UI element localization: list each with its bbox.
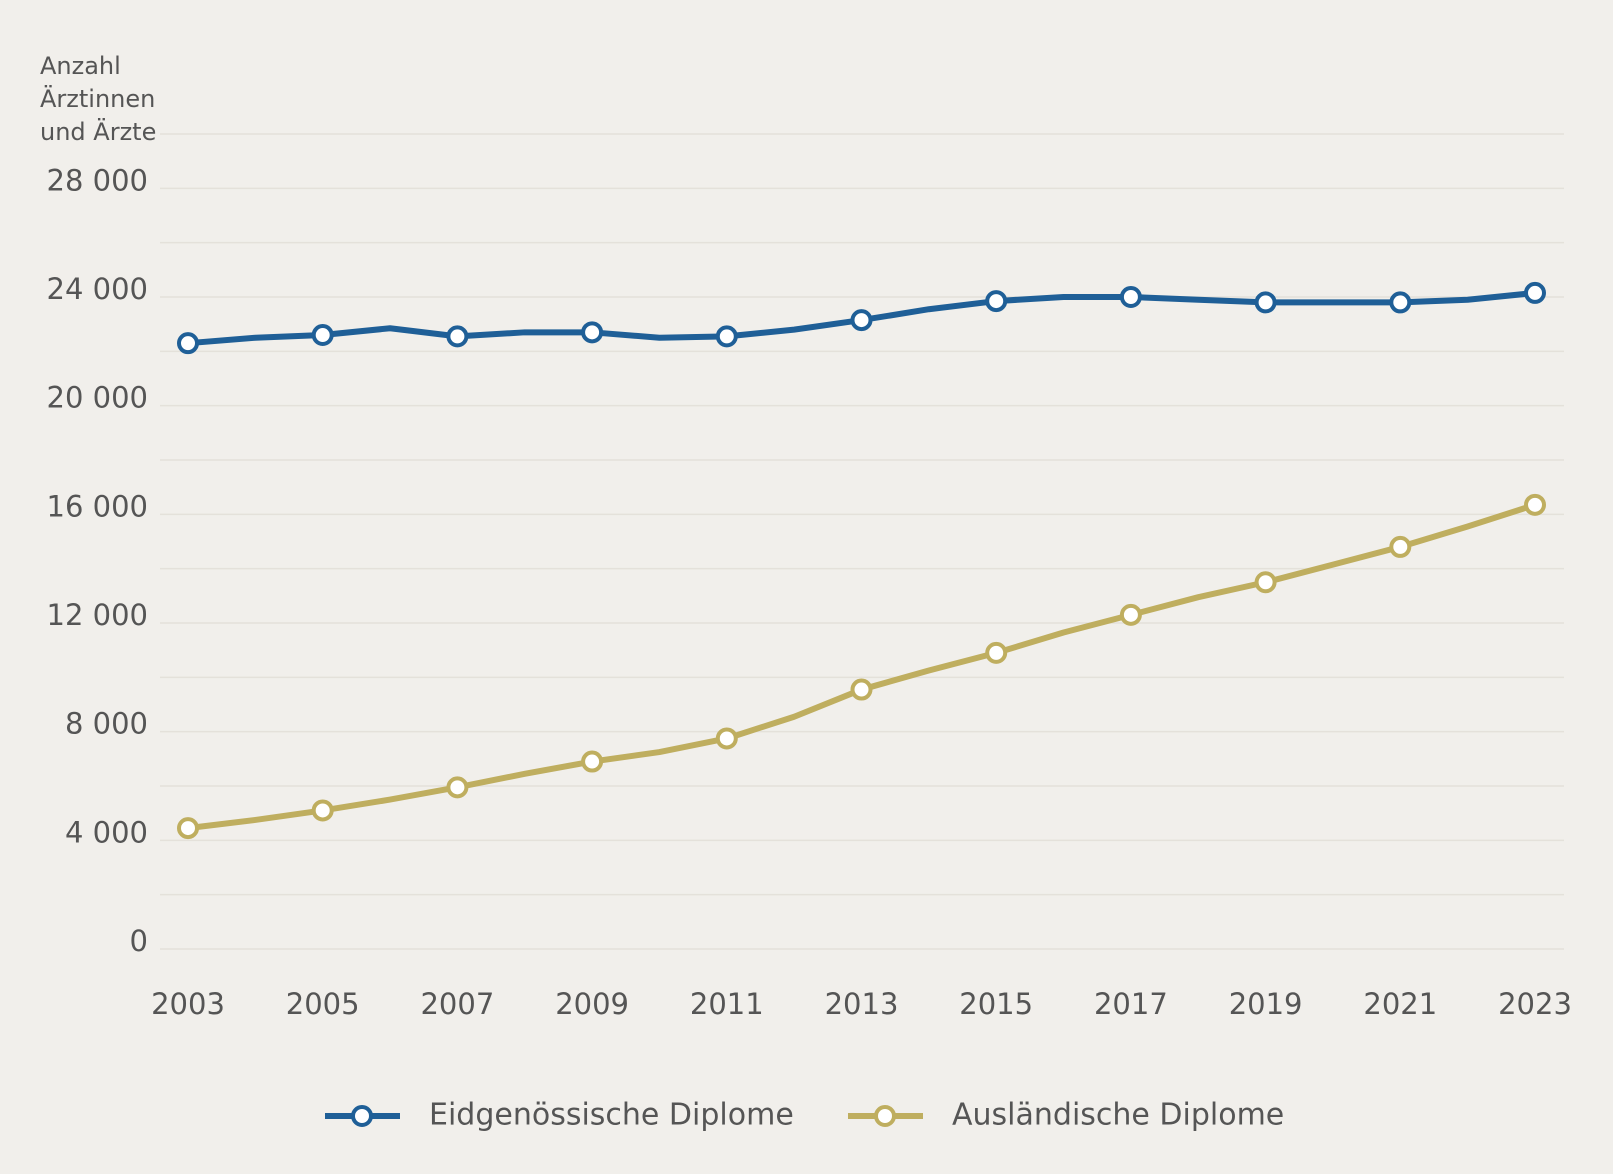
legend-marker <box>351 1105 373 1127</box>
x-tick-label: 2019 <box>1229 987 1303 1021</box>
data-point <box>581 321 604 344</box>
y-tick-label: 12 000 <box>47 598 148 632</box>
data-point <box>715 325 738 348</box>
data-point <box>1119 286 1142 308</box>
data-point <box>1119 603 1142 626</box>
data-point <box>850 309 873 332</box>
data-point <box>311 324 334 347</box>
y-axis-title: Ärztinnen <box>40 84 155 113</box>
x-tick-label: 2003 <box>151 987 225 1021</box>
data-point <box>581 750 604 773</box>
data-point <box>850 678 873 701</box>
x-tick-label: 2017 <box>1094 987 1168 1021</box>
y-axis-title: und Ärzte <box>40 117 156 146</box>
data-point <box>1389 291 1412 314</box>
data-point <box>1524 281 1546 304</box>
data-point <box>985 641 1008 664</box>
data-point <box>1254 291 1277 314</box>
data-point <box>311 799 334 822</box>
legend-label: Ausländische Diplome <box>952 1098 1284 1133</box>
x-tick-label: 2015 <box>959 987 1033 1021</box>
y-tick-label: 0 <box>130 924 148 958</box>
x-tick-label: 2021 <box>1363 987 1437 1021</box>
data-point <box>985 290 1008 313</box>
y-tick-label: 20 000 <box>47 381 148 415</box>
data-point <box>446 325 469 348</box>
y-axis-title: Anzahl <box>40 52 121 80</box>
x-tick-label: 2007 <box>420 987 494 1021</box>
y-tick-label: 4 000 <box>65 815 148 849</box>
data-point <box>1254 571 1277 594</box>
data-point <box>715 727 738 750</box>
x-tick-label: 2011 <box>690 987 764 1021</box>
data-point <box>1389 535 1412 558</box>
x-tick-label: 2023 <box>1498 987 1572 1021</box>
legend-marker <box>874 1105 896 1127</box>
x-tick-label: 2013 <box>825 987 899 1021</box>
x-tick-label: 2009 <box>555 987 629 1021</box>
data-point <box>1524 493 1546 516</box>
y-tick-label: 16 000 <box>47 489 148 523</box>
x-tick-label: 2005 <box>286 987 360 1021</box>
y-tick-label: 28 000 <box>47 163 148 197</box>
legend-label: Eidgenössische Diplome <box>429 1098 794 1133</box>
data-point <box>177 332 199 355</box>
data-point <box>446 776 469 799</box>
y-tick-label: 24 000 <box>47 272 148 306</box>
data-point <box>177 817 199 840</box>
y-tick-label: 8 000 <box>65 707 148 741</box>
